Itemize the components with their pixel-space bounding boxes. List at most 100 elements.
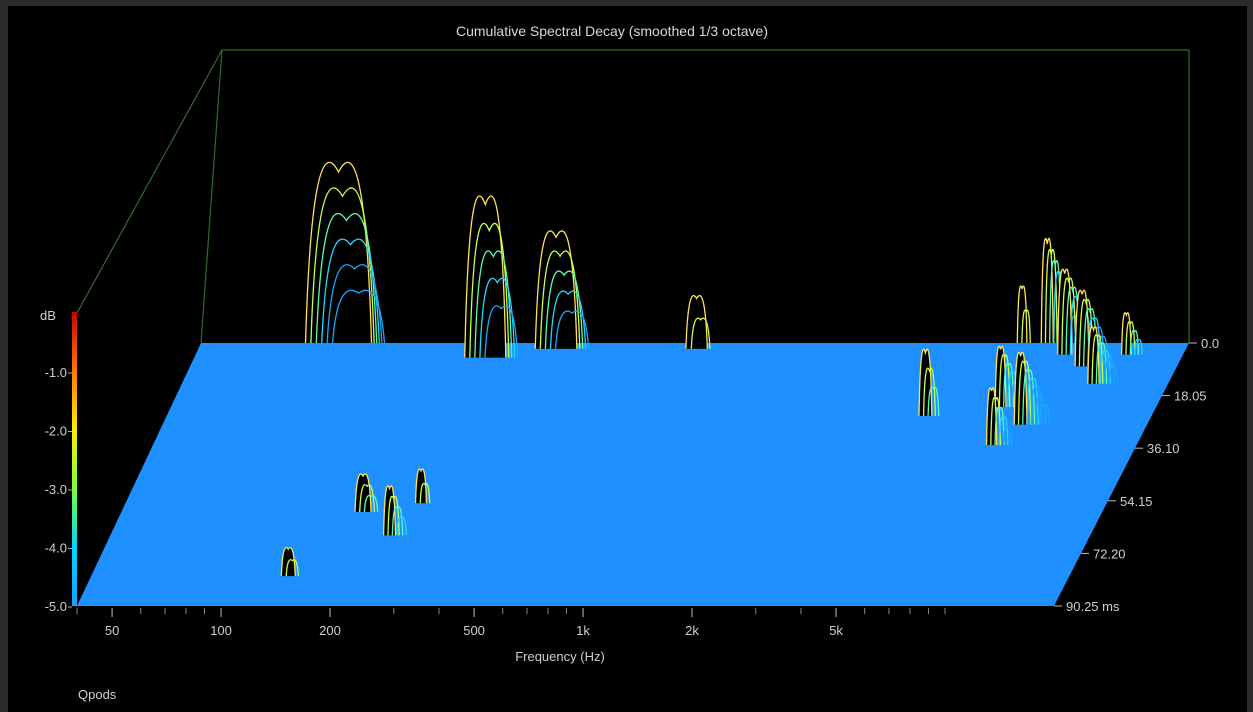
peak-contour	[1030, 387, 1043, 425]
db-tick-label: -4.0	[45, 541, 67, 556]
peak-contour	[479, 277, 516, 358]
x-tick-label: 5k	[829, 623, 843, 638]
peak-contour	[484, 305, 519, 358]
peak-contour	[1061, 277, 1077, 355]
peak-contour	[464, 195, 507, 358]
peak-contour	[1039, 404, 1051, 425]
decay-peak	[1074, 289, 1113, 367]
peak-contour	[1057, 268, 1073, 355]
x-tick-label: 50	[105, 623, 119, 638]
peak-contour	[1016, 285, 1028, 344]
peak-body	[1057, 269, 1072, 355]
chart-frame: Cumulative Spectral Decay (smoothed 1/3 …	[8, 6, 1247, 712]
x-tick-label: 2k	[685, 623, 699, 638]
peak-contour	[1017, 360, 1032, 425]
peak-contour	[927, 386, 940, 416]
peak-contour	[994, 406, 1005, 446]
peak-contour	[363, 494, 379, 513]
peak-body	[415, 469, 427, 504]
decay-peak	[918, 348, 940, 416]
decay-peak	[382, 485, 407, 536]
peak-contour	[1125, 321, 1136, 355]
peak-contour	[985, 387, 998, 446]
peak-contour	[1099, 350, 1112, 384]
peak-body	[1017, 285, 1027, 343]
time-tick-label: 72.20	[1093, 546, 1126, 561]
peak-contour	[285, 559, 300, 577]
decay-peak	[354, 473, 379, 513]
peak-contour	[1034, 395, 1047, 425]
peak-contour	[539, 250, 581, 349]
color-scale-bar	[72, 312, 77, 606]
time-tick-label: 0.0	[1201, 336, 1219, 351]
peak-contour	[1108, 366, 1119, 384]
x-tick-label: 1k	[576, 623, 590, 638]
peak-contour	[685, 295, 708, 349]
peak-contour	[396, 516, 407, 536]
decay-peak	[414, 468, 431, 504]
peak-contour	[1002, 426, 1013, 446]
db-tick-label: -2.0	[45, 424, 67, 439]
decay-peak	[280, 547, 300, 577]
peak-contour	[1002, 363, 1015, 408]
peak-contour	[1129, 330, 1140, 355]
peak-body	[355, 473, 372, 513]
peak-contour	[1074, 289, 1090, 367]
floor-plane	[77, 343, 1189, 606]
peak-contour	[998, 416, 1009, 446]
peak-contour	[998, 354, 1011, 408]
time-tick-label: 36.10	[1147, 441, 1180, 456]
time-tick-label: 90.25 ms	[1066, 599, 1120, 614]
decay-peak	[985, 387, 1013, 446]
peak-contour	[331, 289, 386, 344]
peak-contour	[382, 485, 397, 536]
peak-contour	[326, 264, 383, 344]
time-tick-label: 54.15	[1120, 494, 1153, 509]
peak-contour	[1013, 351, 1028, 425]
peak-contour	[419, 483, 431, 504]
peak-contour	[321, 238, 380, 344]
decay-peak	[464, 195, 519, 358]
peak-contour	[534, 230, 578, 349]
legend-text: Qpods	[78, 687, 117, 702]
peak-contour	[1040, 237, 1054, 344]
x-tick-label: 100	[210, 623, 232, 638]
peak-contour	[310, 187, 375, 344]
peak-body	[685, 295, 708, 349]
peak-contour	[1120, 312, 1132, 355]
db-unit-label: dB	[40, 308, 56, 323]
decay-peak	[534, 230, 590, 349]
decay-peak	[685, 295, 711, 349]
peak-contour	[1104, 358, 1115, 384]
peak-contour	[554, 310, 590, 349]
peak-contour	[918, 348, 933, 416]
back-wall	[200, 49, 1190, 344]
peak-contour	[1133, 338, 1143, 355]
peak-body	[535, 230, 577, 349]
peak-body	[464, 195, 506, 358]
side-wall-edge	[76, 49, 223, 314]
peak-contour	[1078, 298, 1094, 367]
x-tick-label: 200	[319, 623, 341, 638]
peak-contour	[990, 397, 1002, 446]
decay-peak	[1013, 351, 1051, 425]
db-tick-label: -3.0	[45, 482, 67, 497]
peak-body	[1075, 290, 1090, 367]
decay-peak	[1087, 326, 1119, 384]
peak-contour	[1095, 342, 1108, 384]
peak-contour	[354, 473, 372, 513]
peak-contour	[690, 317, 711, 349]
peak-contour	[544, 270, 584, 349]
decay-peak	[304, 161, 386, 344]
db-tick-label: -1.0	[45, 365, 67, 380]
waterfall-chart: Cumulative Spectral Decay (smoothed 1/3 …	[40, 23, 1219, 702]
x-axis-label: Frequency (Hz)	[515, 649, 605, 664]
x-tick-label: 500	[463, 623, 485, 638]
peak-contour	[387, 495, 400, 536]
peak-contour	[549, 290, 587, 349]
chart-title: Cumulative Spectral Decay (smoothed 1/3 …	[456, 23, 768, 39]
decay-peak	[1016, 285, 1031, 344]
peak-contour	[469, 222, 510, 358]
peak-contour	[1021, 309, 1031, 344]
peak-body	[305, 162, 372, 343]
